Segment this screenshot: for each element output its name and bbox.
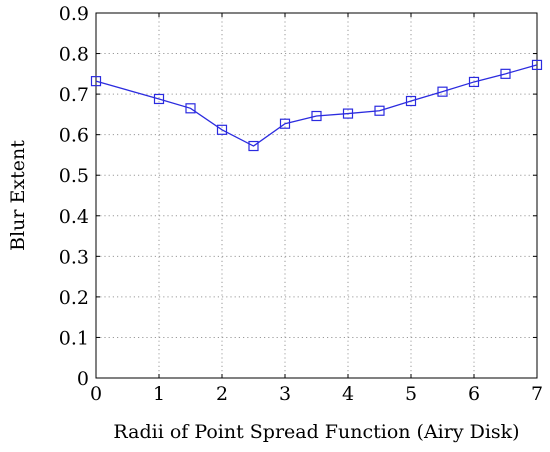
x-tick-label: 4 <box>342 383 354 405</box>
data-point-marker <box>468 76 480 88</box>
y-tick-label: 0.5 <box>59 165 89 187</box>
data-point-marker <box>279 118 291 129</box>
x-tick-label: 1 <box>153 383 165 405</box>
y-tick-label: 0.1 <box>59 327 89 349</box>
x-tick-label: 2 <box>216 383 228 405</box>
y-tick-label: 0.2 <box>59 287 89 309</box>
y-tick-label: 0.4 <box>59 206 89 228</box>
grid <box>96 13 537 378</box>
data-point-marker <box>374 105 385 116</box>
data-point-marker <box>437 86 448 97</box>
x-tick-label: 6 <box>468 383 480 405</box>
y-tick-label: 0.7 <box>59 84 89 106</box>
y-tick-label: 0.6 <box>59 125 89 147</box>
data-point-marker <box>90 76 102 87</box>
x-tick-label: 7 <box>531 383 543 405</box>
x-tick-label: 3 <box>279 383 291 405</box>
y-tick-label: 0.9 <box>59 3 89 25</box>
data-point-marker <box>311 110 322 122</box>
axis-ticks: 0 1 2 3 4 5 6 7 0 0.1 0.2 0.3 0.4 0.5 0.6 0.7 0.8 0.9 <box>59 3 543 405</box>
data-point-marker <box>500 68 511 79</box>
data-point-marker <box>153 93 165 105</box>
x-tick-label: 0 <box>90 383 102 405</box>
y-axis-title: Blur Extent <box>7 140 29 251</box>
data-point-marker <box>216 124 228 135</box>
y-tick-label: 0.8 <box>59 44 89 66</box>
x-axis-title: Radii of Point Spread Function (Airy Dis… <box>113 421 519 443</box>
series-line <box>95 64 538 147</box>
y-tick-label: 0.3 <box>59 246 89 268</box>
y-tick-label: 0 <box>77 368 89 390</box>
series-layer <box>90 59 543 152</box>
plot-frame <box>95 12 538 379</box>
x-tick-label: 5 <box>405 383 417 405</box>
data-point-marker <box>531 59 543 71</box>
data-point-marker <box>185 103 196 114</box>
data-point-marker <box>405 95 417 107</box>
data-point-marker <box>342 108 354 119</box>
data-point-marker <box>248 140 259 152</box>
